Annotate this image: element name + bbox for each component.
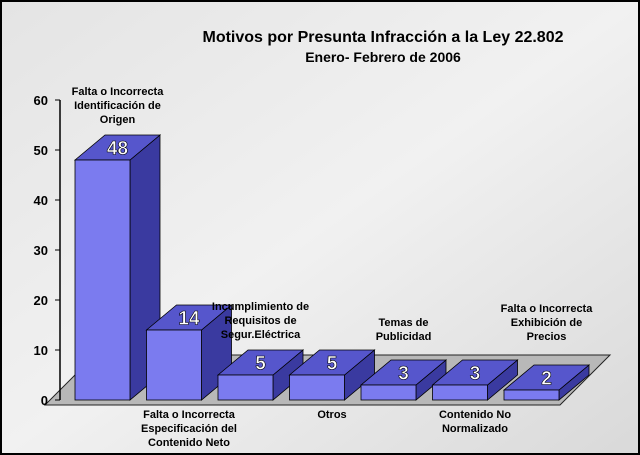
category-label: Falta o Incorrecta Exhibición de Precios: [501, 303, 594, 343]
y-tick-label: 40: [34, 193, 48, 208]
value-label: 48: [107, 139, 128, 160]
value-label: 2: [541, 369, 552, 390]
y-tick-label: 30: [34, 243, 48, 258]
value-label: 3: [470, 364, 481, 385]
category-label: Falta o Incorrecta Especificación del Cont…: [141, 409, 237, 449]
y-tick-label: 50: [34, 143, 48, 158]
bar-front: [146, 329, 202, 401]
bar: [288, 349, 376, 401]
value-label: 5: [327, 354, 338, 375]
y-tick-label: 60: [34, 93, 48, 108]
category-label: Incumplimiento de Requisitos de Segur.Eléc…: [212, 301, 309, 341]
category-label: Falta o Incorrecta Identificación de Orige…: [72, 86, 165, 126]
value-label: 3: [398, 364, 409, 385]
y-tick-label: 0: [41, 393, 48, 408]
bar: [502, 364, 591, 401]
y-tick-label: 20: [34, 293, 48, 308]
y-tick-label: 10: [34, 343, 48, 358]
bar: [359, 359, 448, 401]
bar-front: [503, 389, 560, 401]
category-label: Temas de Publicidad: [376, 317, 432, 343]
chart-title: Motivos por Presunta Infracción a la Ley…: [202, 29, 563, 46]
chart-subtitle: Enero- Febrero de 2006: [305, 49, 461, 65]
bar-front: [432, 384, 488, 401]
bar: [431, 359, 519, 401]
bar-front: [289, 374, 345, 401]
value-label: 5: [255, 354, 266, 375]
bar-front: [360, 384, 417, 401]
bar: [216, 349, 305, 401]
bar-front: [217, 374, 274, 401]
bar-front: [74, 159, 131, 401]
value-label: 14: [178, 309, 200, 330]
category-label: Contenido No Normalizado: [439, 409, 511, 435]
category-label: Otros: [317, 409, 346, 421]
